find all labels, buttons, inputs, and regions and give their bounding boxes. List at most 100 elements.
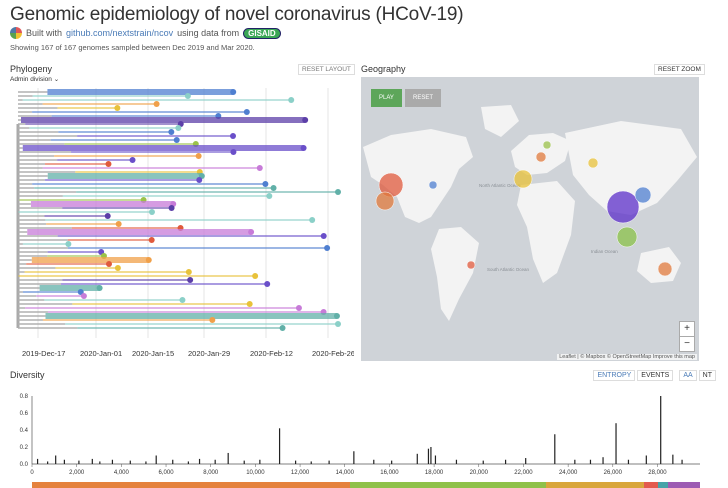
tree-tip[interactable] (243, 109, 250, 115)
zoom-out-button[interactable]: − (679, 336, 695, 352)
tree-tip[interactable] (256, 165, 263, 171)
location-bubble[interactable] (587, 157, 599, 169)
tree-tip[interactable] (77, 289, 84, 295)
tree-tip[interactable] (246, 301, 253, 307)
location-bubble[interactable] (542, 140, 552, 150)
entropy-bar[interactable] (602, 457, 604, 464)
entropy-bar[interactable] (645, 455, 647, 465)
entropy-bar[interactable] (278, 428, 281, 464)
zoom-in-button[interactable]: + (679, 321, 695, 337)
entropy-bar[interactable] (36, 458, 39, 464)
tree-tip[interactable] (173, 137, 180, 143)
tree-tip[interactable] (230, 89, 237, 95)
gisaid-logo[interactable]: GISAID (243, 27, 281, 39)
entropy-bar[interactable] (294, 460, 297, 464)
gene-orf1b[interactable] (350, 482, 546, 488)
entropy-bar[interactable] (391, 460, 393, 464)
entropy-bar[interactable] (129, 460, 131, 464)
tree-tip[interactable] (195, 153, 202, 159)
location-bubble[interactable] (466, 260, 476, 270)
gene-orf3[interactable] (643, 482, 659, 488)
entropy-bar[interactable] (353, 451, 355, 464)
tree-tip[interactable] (302, 117, 309, 123)
entropy-button[interactable]: ENTROPY (593, 370, 636, 381)
location-bubble[interactable] (634, 186, 652, 204)
tree-tip[interactable] (114, 265, 121, 271)
tree-tip[interactable] (65, 241, 72, 247)
entropy-bar[interactable] (434, 455, 437, 465)
tree-tip[interactable] (179, 297, 186, 303)
entropy-bar[interactable] (430, 447, 432, 464)
reset-layout-button[interactable]: RESET LAYOUT (298, 64, 355, 75)
tree-tip[interactable] (129, 157, 136, 163)
color-by-select[interactable]: Admin division ⌄ (10, 75, 59, 83)
tree-tip[interactable] (248, 229, 255, 235)
entropy-bar[interactable] (455, 459, 458, 464)
tree-tip[interactable] (309, 217, 316, 223)
entropy-bar[interactable] (187, 461, 189, 464)
tree-tip[interactable] (105, 161, 112, 167)
nt-button[interactable]: NT (698, 370, 716, 381)
tree-tip[interactable] (320, 233, 327, 239)
gene-e-m[interactable] (658, 482, 669, 488)
map[interactable]: North Atlantic Ocean South Atlantic Ocea… (361, 77, 699, 361)
entropy-bar[interactable] (243, 460, 245, 464)
entropy-bar[interactable] (416, 453, 418, 464)
entropy-bar[interactable] (78, 460, 80, 464)
entropy-bar[interactable] (259, 459, 261, 464)
tree-tip[interactable] (105, 261, 112, 267)
play-button[interactable]: PLAY (371, 89, 402, 107)
tree-tip[interactable] (196, 177, 203, 183)
entropy-bar[interactable] (589, 459, 592, 464)
tree-tip[interactable] (270, 185, 277, 191)
entropy-bar[interactable] (504, 459, 507, 464)
entropy-bar[interactable] (55, 455, 57, 465)
entropy-bar[interactable] (227, 452, 229, 464)
entropy-bar[interactable] (198, 458, 201, 464)
entropy-bar[interactable] (672, 454, 674, 464)
entropy-bar[interactable] (574, 459, 576, 464)
tree-tip[interactable] (168, 205, 175, 211)
tree-tip[interactable] (104, 213, 111, 219)
tree-tip[interactable] (148, 209, 155, 215)
tree-tip[interactable] (115, 221, 122, 227)
entropy-bar[interactable] (328, 460, 330, 464)
location-bubble[interactable] (535, 151, 547, 163)
entropy-bar[interactable] (155, 455, 157, 465)
entropy-bar[interactable] (172, 459, 174, 464)
entropy-bar[interactable] (145, 461, 147, 464)
entropy-bar[interactable] (627, 459, 630, 464)
events-button[interactable]: EVENTS (637, 370, 674, 381)
entropy-bar[interactable] (63, 459, 65, 464)
tree-tip[interactable] (187, 277, 194, 283)
entropy-bar[interactable] (482, 460, 484, 464)
reset-zoom-button[interactable]: RESET ZOOM (654, 64, 705, 75)
gene-bar[interactable] (32, 482, 700, 488)
entropy-bar[interactable] (615, 423, 617, 464)
tree-tip[interactable] (262, 181, 269, 187)
tree-tip[interactable] (300, 145, 307, 151)
tree-tip[interactable] (252, 273, 259, 279)
entropy-bar[interactable] (373, 459, 375, 464)
tree-tip[interactable] (184, 93, 191, 99)
gene-s[interactable] (545, 482, 644, 488)
tree-tip[interactable] (230, 133, 237, 139)
repo-link[interactable]: github.com/nextstrain/ncov (66, 28, 174, 38)
location-bubble[interactable] (513, 169, 533, 189)
location-bubble[interactable] (428, 180, 438, 190)
entropy-bar[interactable] (214, 459, 216, 464)
tree-tip[interactable] (175, 125, 182, 131)
map-reset-button[interactable]: RESET (405, 89, 442, 107)
tree-tip[interactable] (324, 245, 331, 251)
entropy-bar[interactable] (111, 459, 114, 464)
gene-orf1a[interactable] (32, 482, 351, 488)
tree-tip[interactable] (168, 129, 175, 135)
diversity-chart[interactable]: 0.0 0.2 0.4 0.6 0.8 0 2,000 4,000 6,000 8,000 10,0… (8, 386, 708, 478)
tree-tip[interactable] (114, 105, 121, 111)
entropy-bar[interactable] (681, 459, 683, 464)
tree-tip[interactable] (80, 293, 87, 299)
tree-tip[interactable] (148, 237, 155, 243)
entropy-bar[interactable] (310, 461, 312, 464)
tree-tip[interactable] (209, 317, 216, 323)
location-bubble[interactable] (606, 190, 640, 224)
